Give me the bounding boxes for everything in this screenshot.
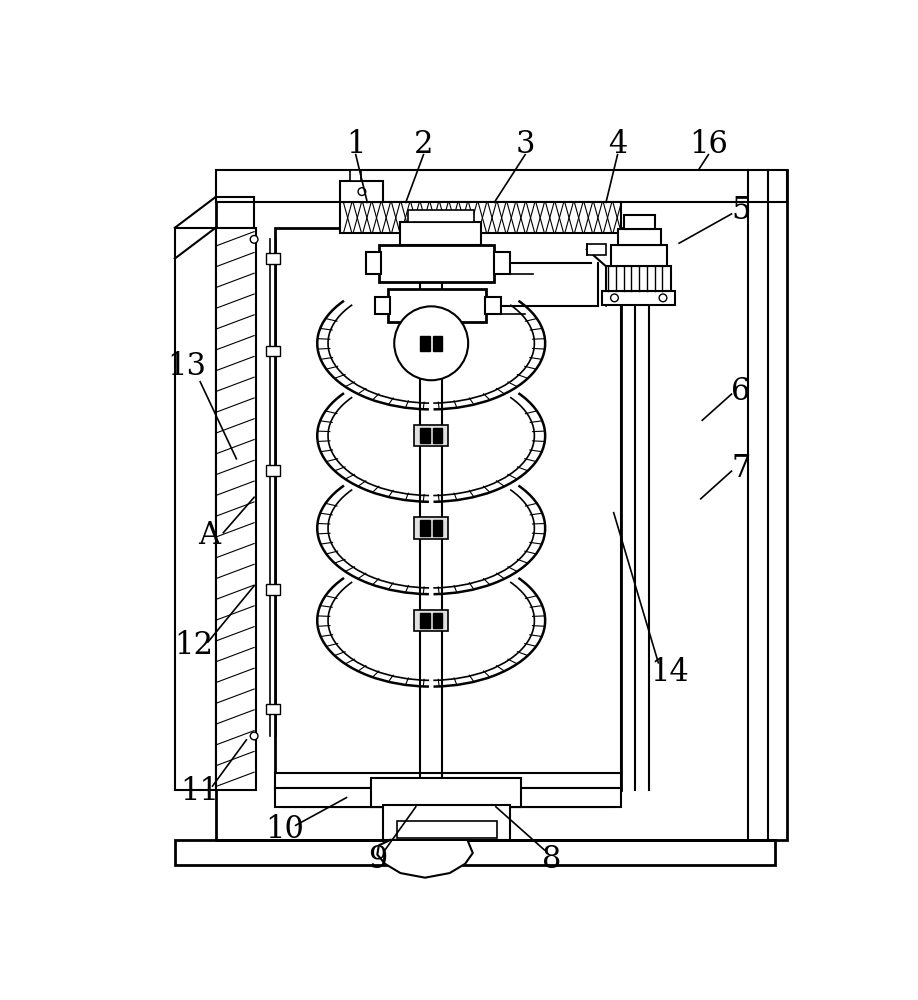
Text: 2: 2 (414, 129, 433, 160)
Circle shape (251, 732, 258, 740)
Text: 4: 4 (608, 129, 627, 160)
Bar (414, 333, 448, 354)
Bar (485, 297, 500, 314)
Text: 7: 7 (731, 453, 750, 484)
Bar (432, 336, 442, 351)
Circle shape (394, 306, 468, 380)
Text: 3: 3 (515, 129, 535, 160)
Bar (283, 788, 614, 807)
Text: 9: 9 (368, 844, 386, 875)
Bar (432, 428, 442, 443)
Bar (618, 229, 661, 245)
Text: 5: 5 (731, 195, 751, 226)
Bar (414, 610, 448, 631)
Bar (420, 613, 430, 628)
Bar (265, 253, 279, 264)
Bar (420, 520, 430, 536)
Bar (371, 778, 521, 807)
Bar (587, 244, 606, 255)
Bar (265, 704, 279, 714)
Text: A: A (198, 520, 220, 551)
Circle shape (659, 294, 666, 302)
Bar (274, 788, 621, 807)
Bar (265, 584, 279, 595)
Bar (414, 517, 448, 539)
Bar (265, 465, 279, 476)
Bar (495, 252, 509, 274)
Bar (623, 215, 655, 229)
Circle shape (358, 188, 365, 195)
Text: 16: 16 (689, 129, 728, 160)
Bar (216, 170, 787, 202)
Text: 13: 13 (167, 351, 206, 382)
Bar (341, 181, 383, 202)
Bar (274, 773, 621, 790)
Bar (379, 245, 495, 282)
Bar (216, 170, 787, 840)
Bar (174, 840, 776, 865)
Bar (274, 228, 621, 790)
Circle shape (251, 235, 258, 243)
Bar (216, 228, 255, 790)
Text: 14: 14 (651, 657, 689, 688)
Text: 12: 12 (174, 630, 214, 661)
Bar (606, 266, 671, 291)
Bar (420, 336, 430, 351)
Bar (409, 210, 474, 222)
Text: 8: 8 (543, 844, 562, 875)
Bar (420, 233, 442, 790)
Bar (602, 291, 676, 305)
Text: 10: 10 (265, 814, 305, 845)
Bar (174, 228, 216, 790)
Bar (400, 222, 481, 245)
Text: 1: 1 (346, 129, 365, 160)
Bar (375, 297, 390, 314)
Bar (611, 245, 666, 266)
Bar (341, 202, 621, 233)
Polygon shape (377, 840, 473, 878)
Text: 6: 6 (731, 376, 750, 407)
Bar (265, 346, 279, 356)
Bar (365, 252, 381, 274)
Bar (414, 425, 448, 446)
Bar (432, 613, 442, 628)
Bar (397, 821, 497, 838)
Bar (351, 170, 361, 181)
Bar (420, 428, 430, 443)
Circle shape (610, 294, 619, 302)
Text: 11: 11 (181, 776, 219, 807)
Bar (388, 289, 486, 322)
Bar (432, 520, 442, 536)
Bar (383, 805, 509, 840)
